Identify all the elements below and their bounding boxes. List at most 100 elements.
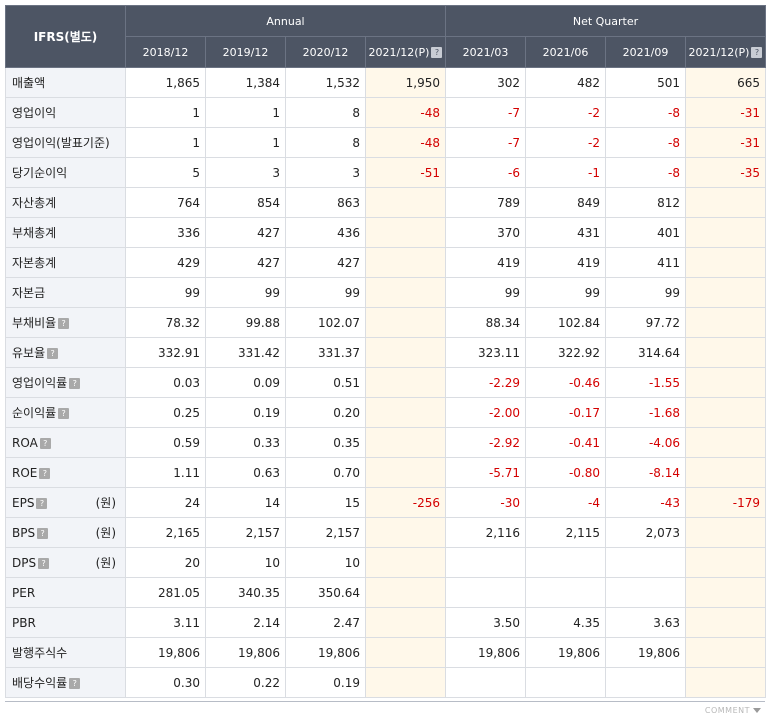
row-label: 자본총계 xyxy=(12,256,57,270)
table-cell xyxy=(365,637,446,668)
table-cell: 350.64 xyxy=(285,577,366,608)
row-label: 부채비율 xyxy=(12,316,57,330)
table-row: DPS? (원) 20 10 10 xyxy=(5,547,766,578)
table-cell: 1,865 xyxy=(125,67,206,98)
row-header: 발행주식수 xyxy=(5,637,126,668)
help-icon[interactable]: ? xyxy=(38,557,50,569)
help-icon[interactable]: ? xyxy=(37,527,49,539)
help-icon[interactable]: ? xyxy=(36,497,48,509)
row-header: DPS? (원) xyxy=(5,547,126,578)
period-label: 2018/12 xyxy=(142,45,189,59)
table-cell: 332.91 xyxy=(125,337,206,368)
table-cell: 10 xyxy=(205,547,286,578)
table-cell xyxy=(685,667,766,698)
table-cell xyxy=(365,217,446,248)
table-cell: -8 xyxy=(605,97,686,128)
table-cell: -0.17 xyxy=(525,397,606,428)
help-icon[interactable]: ? xyxy=(39,437,51,449)
table-cell xyxy=(685,607,766,638)
table-row: 영업이익률? 0.03 0.09 0.51 -2.29 -0.46 -1.55 xyxy=(5,367,766,398)
table-cell: -4.06 xyxy=(605,427,686,458)
period-label: 2019/12 xyxy=(222,45,269,59)
table-cell: 2,165 xyxy=(125,517,206,548)
table-cell: -30 xyxy=(445,487,526,518)
table-cell xyxy=(365,667,446,698)
period-header: 2020/12 xyxy=(285,36,366,68)
table-row: PER 281.05 340.35 350.64 xyxy=(5,577,766,608)
table-cell: -48 xyxy=(365,97,446,128)
table-cell: 2,157 xyxy=(285,517,366,548)
table-cell xyxy=(365,607,446,638)
table-cell: 427 xyxy=(285,247,366,278)
help-icon[interactable]: ? xyxy=(69,678,81,689)
table-cell: 429 xyxy=(125,247,206,278)
row-header: 영업이익(발표기준) xyxy=(5,127,126,158)
comment-label: COMMENT xyxy=(704,706,750,715)
period-label: 2021/09 xyxy=(622,45,669,59)
table-cell: -2.92 xyxy=(445,427,526,458)
row-label: 발행주식수 xyxy=(12,646,68,660)
table-cell xyxy=(685,217,766,248)
table-cell xyxy=(685,307,766,338)
table-cell: 0.20 xyxy=(285,397,366,428)
table-row: 부채비율? 78.32 99.88 102.07 88.34 102.84 97.72 xyxy=(5,307,766,338)
period-label: 2021/12(P) xyxy=(368,45,430,59)
period-label: 2021/12(P) xyxy=(688,45,750,59)
table-cell: 340.35 xyxy=(205,577,286,608)
table-cell: 1,384 xyxy=(205,67,286,98)
row-label: 자본금 xyxy=(12,286,46,300)
row-label: 부채총계 xyxy=(12,226,57,240)
table-cell xyxy=(685,637,766,668)
row-header: 영업이익 xyxy=(5,97,126,128)
table-cell: 19,806 xyxy=(125,637,206,668)
table-cell: 764 xyxy=(125,187,206,218)
table-cell: 370 xyxy=(445,217,526,248)
table-cell: -4 xyxy=(525,487,606,518)
help-icon[interactable]: ? xyxy=(58,408,70,419)
table-cell: 665 xyxy=(685,67,766,98)
row-header: 매출액 xyxy=(5,67,126,98)
table-cell: 0.25 xyxy=(125,397,206,428)
table-cell: 99 xyxy=(605,277,686,308)
help-icon[interactable]: ? xyxy=(39,467,51,479)
table-row: PBR 3.11 2.14 2.47 3.50 4.35 3.63 xyxy=(5,607,766,638)
row-header: 자본총계 xyxy=(5,247,126,278)
table-cell xyxy=(685,577,766,608)
table-cell xyxy=(605,667,686,698)
table-cell: 2,115 xyxy=(525,517,606,548)
help-icon[interactable]: ? xyxy=(58,318,70,329)
table-cell: 88.34 xyxy=(445,307,526,338)
table-row: 배당수익률? 0.30 0.22 0.19 xyxy=(5,667,766,698)
table-cell: 20 xyxy=(125,547,206,578)
table-cell: 10 xyxy=(285,547,366,578)
row-header: 부채비율? xyxy=(5,307,126,338)
table-row: 발행주식수 19,806 19,806 19,806 19,806 19,806 19,80… xyxy=(5,637,766,668)
help-icon[interactable]: ? xyxy=(69,378,81,389)
table-cell: 0.63 xyxy=(205,457,286,488)
table-cell xyxy=(365,397,446,428)
table-row: 자산총계 764 854 863 789 849 812 xyxy=(5,187,766,218)
help-icon[interactable]: ? xyxy=(431,47,443,58)
table-cell: 1,532 xyxy=(285,67,366,98)
table-cell: 15 xyxy=(285,487,366,518)
comment-toggle[interactable]: COMMENT xyxy=(705,706,761,715)
table-cell: 331.42 xyxy=(205,337,286,368)
table-cell: 1.11 xyxy=(125,457,206,488)
table-row: 자본총계 429 427 427 419 419 411 xyxy=(5,247,766,278)
table-cell: -2 xyxy=(525,127,606,158)
table-cell xyxy=(365,457,446,488)
table-cell: 99.88 xyxy=(205,307,286,338)
table-corner-header: IFRS(별도) xyxy=(5,5,126,68)
help-icon[interactable]: ? xyxy=(47,348,59,359)
table-cell: -8.14 xyxy=(605,457,686,488)
period-header: 2021/12(P)? xyxy=(685,36,766,68)
help-icon[interactable]: ? xyxy=(751,47,763,58)
period-label: 2021/03 xyxy=(462,45,509,59)
table-cell: -7 xyxy=(445,127,526,158)
table-cell xyxy=(365,577,446,608)
row-header: EPS? (원) xyxy=(5,487,126,518)
row-label: ROA xyxy=(12,435,38,450)
row-header: 당기순이익 xyxy=(5,157,126,188)
table-cell: 2,116 xyxy=(445,517,526,548)
table-cell: 1 xyxy=(205,127,286,158)
